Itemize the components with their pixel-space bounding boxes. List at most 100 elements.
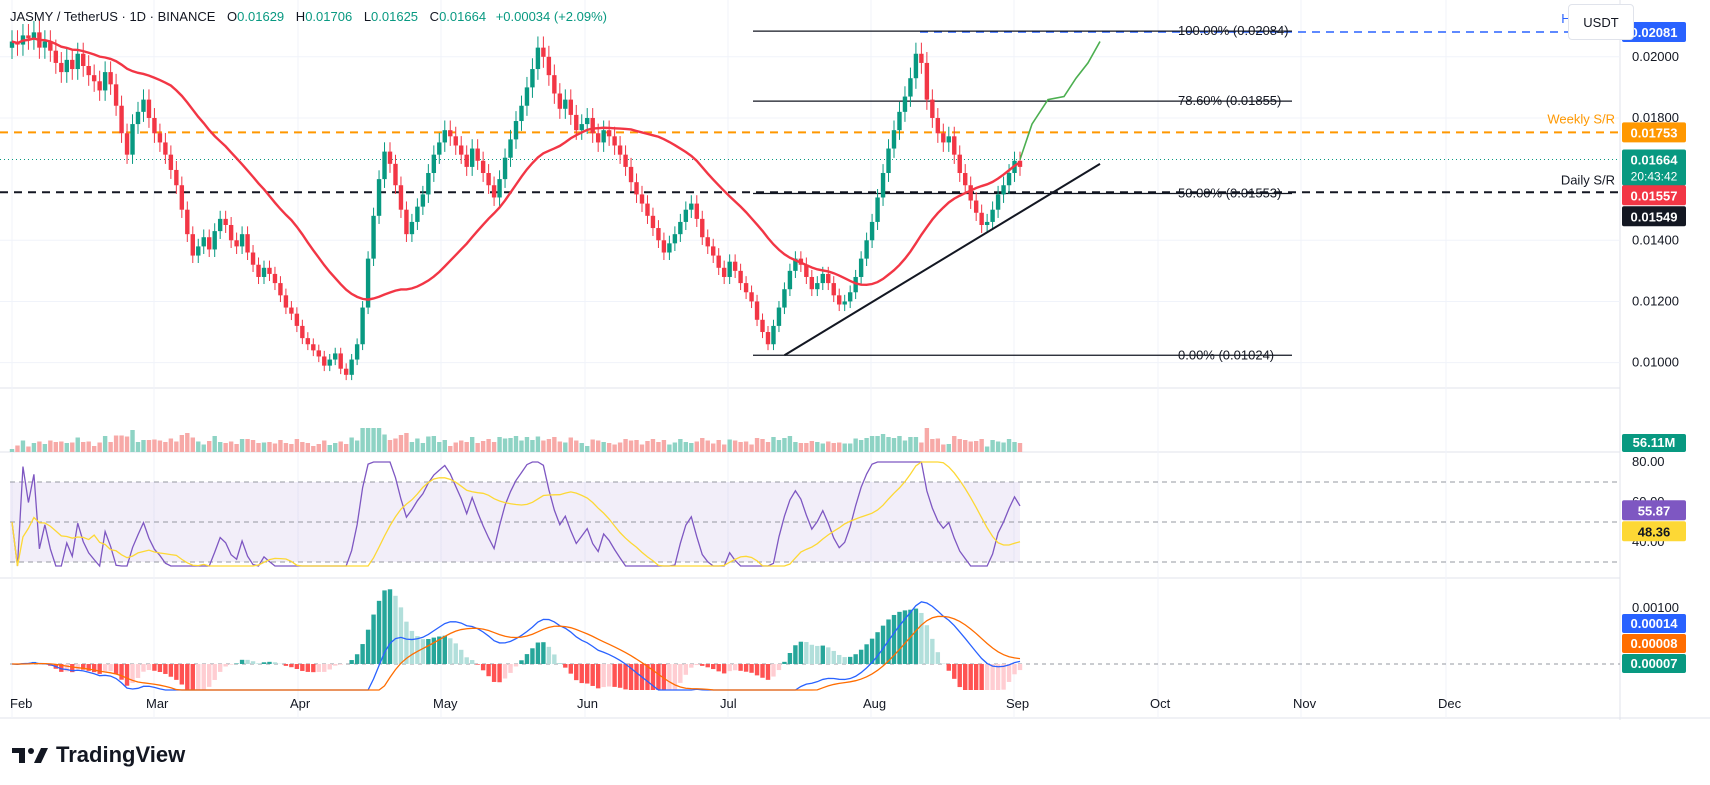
volume-tag — [1622, 434, 1686, 452]
macd-histogram-bar — [645, 664, 650, 690]
candle-body — [957, 154, 962, 174]
volume-bar — [387, 440, 393, 452]
macd-histogram-bar — [650, 664, 656, 690]
candle-body — [387, 151, 393, 164]
volume-bar — [26, 446, 31, 452]
volume-bar — [667, 444, 672, 452]
macd-histogram-bar — [749, 664, 754, 673]
volume-bar — [656, 442, 661, 452]
candle-body — [174, 169, 179, 186]
candle-body — [239, 234, 245, 247]
fib-level-label: 78.60% (0.01855) — [1178, 93, 1281, 108]
volume-bar — [343, 444, 349, 452]
fib-level-label: 100.00% (0.02084) — [1178, 23, 1289, 38]
candle-body — [765, 332, 771, 345]
macd-histogram-bar — [420, 639, 426, 664]
volume-bar — [119, 435, 124, 452]
volume-bar — [524, 437, 530, 452]
candle-body — [294, 313, 300, 326]
candle-body — [305, 338, 311, 345]
macd-histogram-bar — [294, 664, 300, 669]
candle-body — [146, 99, 152, 118]
volume-bar — [727, 439, 732, 452]
candle-body — [760, 319, 765, 333]
candle-body — [678, 221, 683, 235]
candle-body — [53, 50, 59, 63]
volume-bar — [239, 439, 245, 452]
candle-body — [941, 133, 946, 143]
x-axis-tick-label: Oct — [1150, 696, 1171, 711]
macd-histogram-bar — [398, 607, 404, 664]
volume-bar — [207, 441, 212, 452]
candle-body — [984, 221, 990, 225]
volume-bar — [897, 436, 902, 452]
macd-histogram-bar — [815, 645, 820, 664]
volume-bar — [217, 442, 223, 452]
macd-tag — [1622, 614, 1686, 633]
y-axis-tick-label: 0.01200 — [1632, 293, 1679, 308]
candle-body — [793, 258, 798, 271]
candle-body — [464, 154, 469, 167]
volume-bar — [190, 437, 195, 452]
volume-bar — [826, 441, 831, 452]
candle-body — [809, 276, 815, 290]
volume-tag-value: 56.11M — [1633, 435, 1676, 450]
candle-body — [617, 145, 623, 155]
macd-histogram-bar — [776, 664, 782, 671]
ascending-trendline — [783, 162, 1101, 357]
candle-body — [667, 243, 672, 253]
candle-body — [42, 41, 48, 48]
candle-body — [847, 292, 853, 302]
macd-histogram-bar — [272, 662, 278, 664]
candle-body — [672, 234, 678, 244]
macd-histogram-bar — [568, 664, 573, 674]
volume-bar — [371, 428, 376, 452]
volume-bar — [513, 436, 519, 452]
candle-body — [300, 325, 305, 339]
volume-bar — [174, 441, 179, 452]
macd-histogram-bar — [831, 650, 836, 664]
volume-bar — [376, 428, 382, 452]
candle-body — [530, 69, 535, 88]
volume-bar — [815, 442, 820, 452]
macd-histogram-bar — [765, 664, 771, 680]
candle-body — [628, 166, 634, 183]
candle-body — [1006, 173, 1012, 186]
x-axis-tick-label: May — [433, 696, 458, 711]
volume-bar — [930, 439, 935, 452]
macd-histogram-bar — [875, 632, 880, 664]
macd-histogram-bar — [990, 664, 995, 690]
volume-bar — [283, 443, 289, 452]
macd-histogram-bar — [168, 664, 174, 677]
macd-histogram-bar — [360, 644, 365, 664]
macd-histogram-bar — [124, 664, 130, 686]
volume-bar — [546, 439, 552, 452]
price-tag — [1622, 22, 1686, 43]
macd-histogram-bar — [891, 614, 897, 664]
candle-body — [963, 173, 968, 186]
price-tag-countdown: 20:43:42 — [1631, 170, 1678, 184]
macd-histogram-bar — [809, 644, 815, 664]
macd-histogram-bar — [365, 629, 371, 664]
daily-sr-annotation: Daily S/R — [1561, 172, 1615, 187]
candle-body — [820, 273, 825, 284]
macd-histogram-bar — [426, 639, 431, 664]
volume-bar — [869, 436, 875, 452]
macd-histogram-bar — [349, 660, 354, 664]
volume-bar — [442, 440, 447, 452]
candle-body — [404, 209, 409, 235]
macd-histogram-bar — [590, 664, 595, 686]
candle-body — [223, 218, 228, 225]
symbol-title[interactable]: JASMY / TetherUS · 1D · BINANCE — [10, 9, 216, 24]
volume-bar — [86, 441, 91, 452]
volume-bar — [853, 438, 858, 452]
macd-histogram-bar — [502, 664, 508, 679]
macd-histogram-bar — [300, 664, 305, 671]
macd-histogram-bar — [606, 664, 612, 687]
tradingview-logo[interactable]: TradingView — [12, 742, 185, 768]
currency-button[interactable]: USDT — [1568, 4, 1634, 40]
volume-bar — [497, 437, 502, 452]
y-axis-tick-label: 0.01400 — [1632, 232, 1679, 247]
candle-body — [782, 289, 787, 308]
